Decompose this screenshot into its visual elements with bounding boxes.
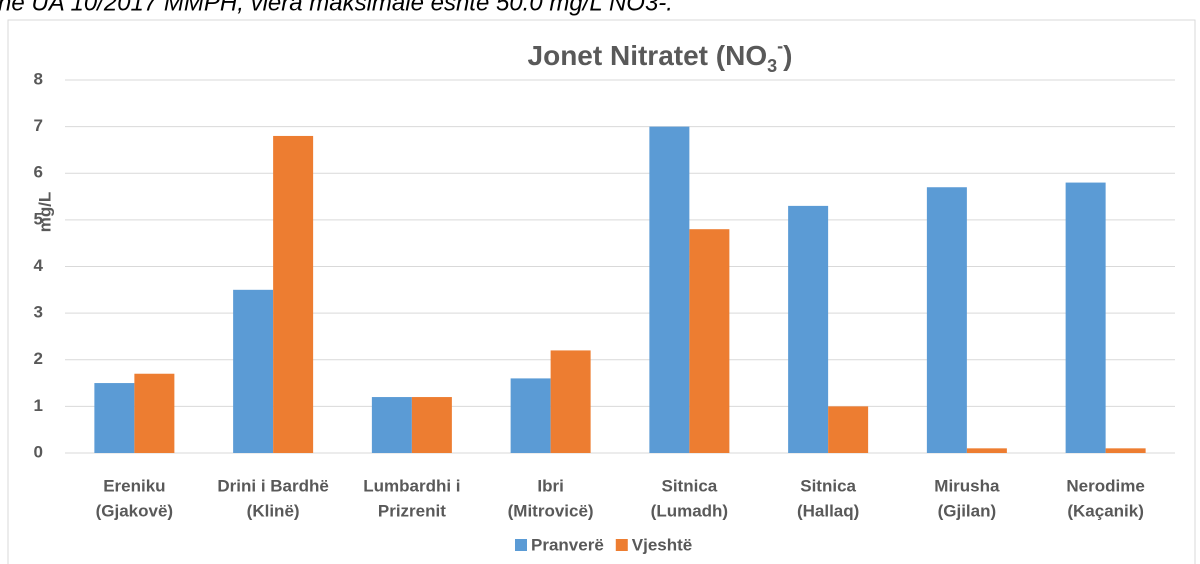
legend-swatch xyxy=(615,539,628,551)
x-tick-label: Lumbardhi i xyxy=(363,476,460,495)
chart-border xyxy=(7,19,1196,564)
note-text: në UA 10/2017 MMPH, vlera maksimale ësht… xyxy=(0,0,673,16)
y-tick-label: 3 xyxy=(34,303,43,322)
y-tick-label: 2 xyxy=(34,349,43,368)
chart-title: Jonet Nitratet (NO3-) xyxy=(528,36,793,76)
y-tick-label: 0 xyxy=(34,442,43,461)
y-tick-label: 5 xyxy=(34,209,43,228)
x-tick-label: Ibri xyxy=(537,476,563,495)
bar xyxy=(1065,182,1106,453)
bar xyxy=(689,229,730,453)
x-tick-label: Nerodime xyxy=(1066,476,1144,495)
title-end: ) xyxy=(783,40,792,71)
x-tick-label: (Mitrovicë) xyxy=(508,501,594,520)
y-tick-label: 6 xyxy=(34,163,43,182)
bar xyxy=(371,397,412,453)
bar xyxy=(510,378,551,453)
bar xyxy=(233,289,274,453)
title-sup: - xyxy=(777,36,783,56)
x-tick-label: Sitnica xyxy=(800,476,856,495)
y-tick-label: 7 xyxy=(34,116,43,135)
bar xyxy=(134,373,175,453)
x-tick-label: (Klinë) xyxy=(247,501,300,520)
bar xyxy=(273,135,314,453)
bar xyxy=(411,397,452,453)
x-tick-label: (Gjilan) xyxy=(938,501,997,520)
x-tick-label: (Kaçanik) xyxy=(1067,501,1144,520)
y-tick-label: 8 xyxy=(34,69,43,88)
x-tick-label: Prizrenit xyxy=(378,501,446,520)
x-tick-label: (Lumadh) xyxy=(651,501,728,520)
y-tick-label: 1 xyxy=(34,396,43,415)
bar xyxy=(550,350,591,453)
bar xyxy=(94,383,135,453)
title-main: Jonet Nitratet (NO xyxy=(528,40,768,71)
x-tick-label: (Gjakovë) xyxy=(96,501,173,520)
y-tick-label: 4 xyxy=(34,256,44,275)
x-tick-label: Ereniku xyxy=(103,476,165,495)
title-sub: 3 xyxy=(767,56,777,76)
bar xyxy=(649,126,690,453)
bar xyxy=(788,205,829,453)
legend-swatch xyxy=(515,539,527,551)
x-tick-label: Sitnica xyxy=(662,476,718,495)
bar xyxy=(828,406,869,453)
legend-label: Pranverë xyxy=(531,535,604,554)
x-tick-label: (Hallaq) xyxy=(797,501,859,520)
legend-label: Vjeshtë xyxy=(632,535,692,554)
bar xyxy=(926,187,967,454)
x-tick-label: Drini i Bardhë xyxy=(217,476,328,495)
bar xyxy=(1105,448,1146,453)
bar xyxy=(966,448,1007,453)
x-tick-label: Mirusha xyxy=(934,476,1000,495)
y-axis-label: mg/L xyxy=(35,192,54,233)
